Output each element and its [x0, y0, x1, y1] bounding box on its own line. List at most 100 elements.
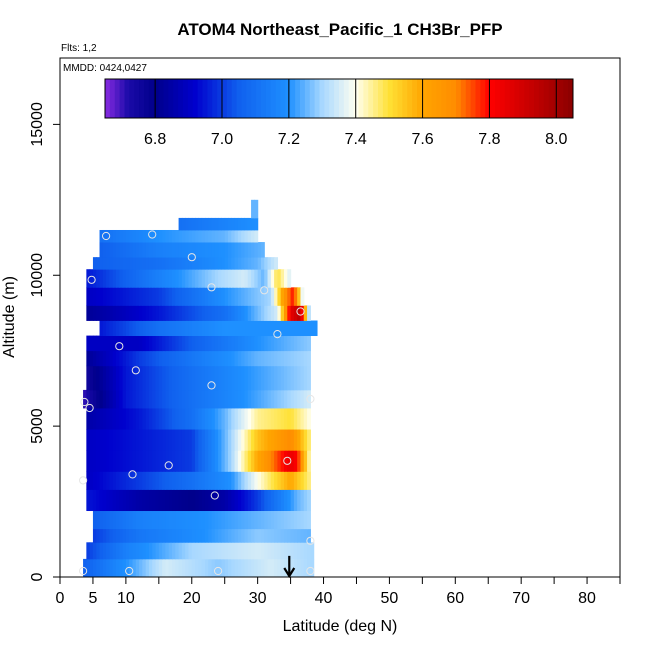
heatmap-cell — [307, 511, 311, 530]
colorbar-segment — [320, 79, 325, 118]
heatmap-cell — [274, 257, 278, 269]
colorbar-tick-label: 7.4 — [345, 131, 367, 148]
colorbar-segment — [368, 79, 373, 118]
colorbar-segment — [349, 79, 354, 118]
flights-note: Flts: 1,2 — [61, 43, 97, 54]
x-axis: 0 5 10 20 30 40 50 60 70 80 — [56, 577, 620, 607]
colorbar-segment — [563, 79, 568, 118]
heatmap-band — [86, 542, 314, 559]
colorbar-tick-label: 7.2 — [278, 131, 300, 148]
heatmap-cell — [307, 390, 311, 409]
heatmap-cell — [307, 408, 311, 430]
colorbar-segment — [203, 79, 208, 118]
colorbar-segment — [134, 79, 139, 118]
colorbar-segment — [242, 79, 247, 118]
x-tick-label: 5 — [88, 590, 97, 607]
colorbar-segment — [115, 79, 120, 118]
colorbar-segment — [388, 79, 393, 118]
colorbar-segment — [173, 79, 178, 118]
colorbar: 6.8 7.0 7.2 7.4 7.6 7.8 8.0 — [105, 79, 574, 148]
colorbar-segment — [129, 79, 134, 118]
colorbar-segment — [324, 79, 329, 118]
colorbar-segment — [461, 79, 466, 118]
heatmap-band — [86, 450, 311, 472]
x-tick-label: 30 — [249, 590, 267, 607]
chart-title: ATOM4 Northeast_Pacific_1 CH3Br_PFP — [177, 20, 502, 39]
heatmap-cell — [254, 200, 258, 219]
heatmap-cell — [300, 287, 304, 306]
colorbar-segment — [329, 79, 334, 118]
colorbar-segment — [198, 79, 203, 118]
heatmap-cell — [307, 305, 311, 320]
colorbar-segment — [178, 79, 183, 118]
x-tick-label: 10 — [117, 590, 135, 607]
y-tick-label: 5000 — [29, 408, 46, 444]
colorbar-segment — [183, 79, 188, 118]
heatmap-cell — [307, 336, 311, 351]
colorbar-segment — [164, 79, 169, 118]
colorbar-segment — [417, 79, 422, 118]
colorbar-segment — [378, 79, 383, 118]
colorbar-segment — [105, 79, 110, 118]
heatmap-band — [86, 287, 304, 306]
colorbar-segment — [168, 79, 173, 118]
colorbar-segment — [544, 79, 549, 118]
colorbar-segment — [207, 79, 212, 118]
colorbar-segment — [305, 79, 310, 118]
colorbar-segment — [354, 79, 359, 118]
heatmap-band — [251, 200, 258, 219]
heatmap-band — [100, 230, 259, 242]
colorbar-segment — [295, 79, 300, 118]
heatmap-cell — [307, 471, 311, 490]
colorbar-segment — [441, 79, 446, 118]
colorbar-segment — [539, 79, 544, 118]
colorbar-segment — [246, 79, 251, 118]
colorbar-segment — [256, 79, 261, 118]
colorbar-segment — [549, 79, 554, 118]
colorbar-segment — [359, 79, 364, 118]
colorbar-segment — [261, 79, 266, 118]
colorbar-segment — [383, 79, 388, 118]
colorbar-segment — [427, 79, 432, 118]
colorbar-segment — [524, 79, 529, 118]
heatmap-band — [93, 511, 311, 530]
heatmap-cell — [314, 321, 318, 336]
colorbar-segment — [125, 79, 130, 118]
colorbar-segment — [110, 79, 115, 118]
colorbar-segment — [402, 79, 407, 118]
colorbar-tick-label: 7.8 — [478, 131, 500, 148]
colorbar-segment — [120, 79, 125, 118]
heatmap-band — [86, 471, 311, 490]
colorbar-segment — [466, 79, 471, 118]
x-tick-label: 70 — [512, 590, 530, 607]
heatmap-band — [100, 242, 265, 257]
colorbar-segment — [451, 79, 456, 118]
colorbar-segment — [519, 79, 524, 118]
colorbar-segment — [139, 79, 144, 118]
colorbar-segment — [456, 79, 461, 118]
colorbar-segment — [300, 79, 305, 118]
colorbar-segment — [149, 79, 154, 118]
colorbar-segment — [558, 79, 563, 118]
y-axis-title: Altitude (m) — [1, 276, 18, 358]
colorbar-segment — [251, 79, 256, 118]
colorbar-tick-label: 7.6 — [411, 131, 433, 148]
colorbar-segment — [212, 79, 217, 118]
heatmap-band — [86, 269, 291, 288]
colorbar-segment — [232, 79, 237, 118]
x-tick-label: 40 — [315, 590, 333, 607]
x-tick-label: 60 — [446, 590, 464, 607]
x-tick-label: 0 — [56, 590, 65, 607]
colorbar-segment — [193, 79, 198, 118]
colorbar-tick-label: 8.0 — [545, 131, 567, 148]
heatmap-cell — [307, 489, 311, 511]
colorbar-segment — [315, 79, 320, 118]
colorbar-segment — [290, 79, 295, 118]
y-axis: 050001000015000 — [29, 102, 60, 581]
dates-note: MMDD: 0424,0427 — [63, 63, 147, 74]
colorbar-segment — [490, 79, 495, 118]
colorbar-segment — [188, 79, 193, 118]
colorbar-segment — [393, 79, 398, 118]
heatmap-cell — [307, 366, 311, 391]
colorbar-segment — [310, 79, 315, 118]
